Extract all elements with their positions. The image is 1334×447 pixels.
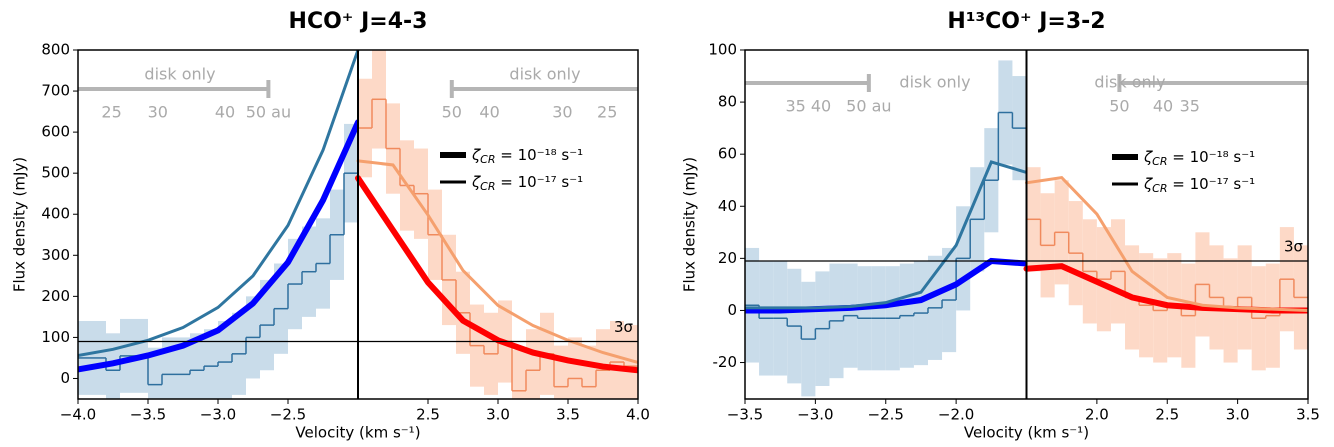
disk-label: disk only — [899, 73, 970, 92]
error-band — [190, 333, 204, 399]
legend-symbol: ζ — [1143, 148, 1153, 166]
x-tick-label: 3.5 — [556, 406, 580, 424]
y-tick-label: 100 — [708, 41, 737, 59]
chart-title: HCO⁺ J=4-3 — [289, 9, 428, 34]
y-tick-label: 600 — [41, 123, 70, 141]
x-tick-label: 2.5 — [416, 406, 440, 424]
model-line — [1025, 176, 1308, 312]
y-axis-label: Flux density (mJy) — [11, 157, 29, 292]
y-tick-label: 500 — [41, 164, 70, 182]
x-tick-label: 2.0 — [1085, 406, 1109, 424]
legend-entry: ζCR = 10⁻¹⁷ s⁻¹ — [471, 173, 583, 194]
y-tick-label: -20 — [713, 353, 738, 371]
y-tick-label: 0 — [727, 301, 737, 319]
y-tick-label: 80 — [718, 93, 737, 111]
y-tick-label: 20 — [718, 249, 737, 267]
au-label: 40 — [811, 97, 831, 116]
model-line — [745, 257, 1030, 314]
error-band — [512, 349, 526, 399]
legend-subscript: CR — [1152, 182, 1167, 195]
threshold-label: 3σ — [1284, 237, 1304, 255]
au-label: 50 au — [846, 97, 891, 116]
x-tick-label: 3.5 — [1296, 406, 1320, 424]
legend-symbol: ζ — [1143, 175, 1153, 193]
error-band — [568, 337, 582, 399]
legend-entry: ζCR = 10⁻¹⁸ s⁻¹ — [1143, 148, 1255, 169]
model-line — [745, 160, 1028, 310]
threshold-label: 3σ — [614, 318, 634, 336]
au-label: 30 — [552, 103, 572, 122]
x-tick-label: −2.5 — [270, 406, 306, 424]
error-band — [218, 320, 232, 399]
error-band — [176, 337, 190, 399]
x-tick-label: −3.5 — [130, 406, 166, 424]
x-tick-label: 3.0 — [486, 406, 510, 424]
legend-entry: ζCR = 10⁻¹⁷ s⁻¹ — [1143, 175, 1255, 196]
error-band — [582, 345, 596, 399]
legend-text: = 10⁻¹⁸ s⁻¹ — [1168, 148, 1256, 166]
au-label: 40 — [215, 103, 235, 122]
au-label: 40 — [479, 103, 499, 122]
y-tick-label: 100 — [41, 328, 70, 346]
x-tick-label: 2.5 — [1155, 406, 1179, 424]
legend-text: = 10⁻¹⁷ s⁻¹ — [496, 173, 584, 191]
chart-title: H¹³CO⁺ J=3-2 — [947, 9, 1105, 34]
au-label: 50 — [1109, 97, 1129, 116]
model-line — [78, 50, 360, 357]
error-band — [610, 320, 624, 399]
legend-entry: ζCR = 10⁻¹⁸ s⁻¹ — [471, 146, 583, 167]
au-label: 30 — [148, 103, 168, 122]
x-tick-label: −3.0 — [797, 406, 833, 424]
y-tick-label: 400 — [41, 205, 70, 223]
legend-subscript: CR — [480, 180, 495, 193]
x-tick-label: −4.0 — [60, 406, 96, 424]
au-label: 50 — [442, 103, 462, 122]
y-tick-label: 0 — [60, 369, 70, 387]
x-tick-label: 4.0 — [626, 406, 650, 424]
au-label: 40 — [1153, 97, 1173, 116]
plot-area — [78, 50, 638, 399]
disk-label: disk only — [144, 65, 215, 84]
x-tick-label: −3.0 — [200, 406, 236, 424]
y-tick-label: 200 — [41, 287, 70, 305]
error-band — [624, 325, 638, 399]
au-label: 25 — [597, 103, 617, 122]
x-axis-label: Velocity (km s⁻¹) — [295, 424, 420, 442]
x-tick-label: −3.5 — [727, 406, 763, 424]
disk-label: disk only — [509, 65, 580, 84]
model-line — [356, 159, 638, 364]
au-label: 50 au — [246, 103, 291, 122]
disk-label: disk only — [1094, 73, 1165, 92]
y-tick-label: 700 — [41, 82, 70, 100]
chart: −3.5 −3.0 −2.5 −2.0 disk only 35 40 50 au 2.0 2.5… — [681, 9, 1320, 442]
y-tick-label: 60 — [718, 145, 737, 163]
x-tick-label: −2.0 — [938, 406, 974, 424]
x-tick-label: 3.0 — [1226, 406, 1250, 424]
legend-subscript: CR — [1152, 155, 1167, 168]
error-band — [204, 329, 218, 399]
au-label: 35 — [785, 97, 805, 116]
x-axis-label: Velocity (km s⁻¹) — [964, 424, 1089, 442]
chart: −4.0 −3.5 −3.0 −2.5 disk only 25 30 40 50 au 2.5 3… — [11, 9, 650, 442]
legend-symbol: ζ — [471, 146, 481, 164]
error-band — [526, 329, 540, 399]
legend-text: = 10⁻¹⁸ s⁻¹ — [496, 146, 584, 164]
legend-subscript: CR — [480, 153, 495, 166]
legend-text: = 10⁻¹⁷ s⁻¹ — [1168, 175, 1256, 193]
au-label: 35 — [1180, 97, 1200, 116]
y-tick-label: 40 — [718, 197, 737, 215]
x-tick-label: −2.5 — [868, 406, 904, 424]
legend-symbol: ζ — [471, 173, 481, 191]
error-band — [148, 347, 162, 399]
model-line — [355, 175, 638, 374]
au-label: 25 — [101, 103, 121, 122]
y-tick-label: 300 — [41, 246, 70, 264]
y-tick-label: 800 — [41, 41, 70, 59]
model-line — [78, 119, 361, 373]
plot-area — [745, 60, 1308, 397]
y-axis-label: Flux density (mJy) — [681, 157, 699, 292]
